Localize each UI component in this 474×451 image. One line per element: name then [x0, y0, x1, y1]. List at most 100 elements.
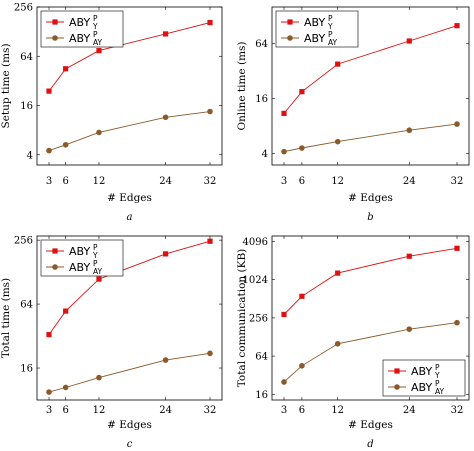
- x-tick-label: 24: [403, 405, 416, 416]
- x-tick-label: 3: [281, 405, 287, 416]
- data-point-circle: [406, 326, 413, 332]
- data-point-square: [162, 31, 169, 37]
- plot-frame: [36, 235, 223, 401]
- legend-label: ABY: [69, 32, 90, 45]
- data-point-circle: [62, 384, 69, 391]
- data-point-square: [207, 238, 213, 244]
- data-point-square: [63, 66, 69, 72]
- data-point-square: [207, 20, 213, 26]
- data-point-circle: [46, 147, 52, 154]
- x-tick-label: 12: [331, 405, 344, 416]
- x-axis-label: # Edges: [348, 419, 393, 431]
- chart-panel-a: 3 6 12 24 32 4 16 64 256 # Edges Setup time (ms) a A…: [0, 3, 223, 223]
- legend-label: ABY: [69, 245, 90, 258]
- y-tick-label: 64: [20, 300, 33, 311]
- legend-label-sup: P: [93, 14, 98, 23]
- legend-label: ABY: [69, 16, 90, 29]
- x-tick-label: 24: [159, 405, 172, 416]
- series-line-2: [283, 123, 458, 153]
- panel-label: c: [127, 439, 133, 450]
- data-point-circle: [281, 379, 287, 385]
- legend-label-sup: P: [93, 259, 98, 268]
- legend-label-sup: P: [435, 379, 440, 388]
- x-tick-label: 6: [62, 405, 68, 416]
- legend-marker-circle: [287, 35, 293, 41]
- legend-label-sub: AY: [435, 387, 445, 396]
- legend-label-sup: P: [93, 30, 98, 39]
- data-point-circle: [281, 148, 287, 155]
- legend-label: ABY: [411, 381, 432, 394]
- y-tick-label: 4: [262, 149, 268, 160]
- x-tick-label: 12: [331, 176, 344, 187]
- y-tick-label: 64: [20, 52, 33, 63]
- data-point-circle: [96, 374, 102, 381]
- y-axis-label: Total time (ms): [0, 278, 12, 358]
- legend-label: ABY: [69, 261, 90, 274]
- data-point-square: [281, 110, 287, 116]
- data-point-square: [335, 270, 341, 276]
- legend-marker-circle: [52, 264, 58, 270]
- data-point-circle: [454, 121, 460, 127]
- data-point-square: [299, 89, 305, 95]
- series-line-2: [48, 111, 211, 152]
- y-tick-label: 64: [255, 352, 268, 363]
- data-point-circle: [299, 145, 305, 151]
- data-point-circle: [46, 389, 52, 395]
- y-axis-label: Total communication (KB): [236, 249, 248, 388]
- data-point-circle: [299, 362, 305, 369]
- legend-label-sub: AY: [328, 38, 338, 47]
- legend-label-sub: AY: [93, 38, 103, 47]
- data-point-square: [406, 253, 412, 259]
- x-tick-label: 24: [403, 176, 416, 187]
- legend-box: [40, 10, 124, 48]
- data-point-circle: [162, 357, 169, 363]
- legend-label-sub: AY: [93, 267, 103, 276]
- legend-marker-square: [394, 368, 400, 374]
- x-tick-label: 3: [46, 176, 52, 187]
- legend-marker-circle: [394, 384, 400, 390]
- legend-label-sub: Y: [92, 251, 98, 260]
- plot-frame: [36, 6, 223, 166]
- y-tick-label: 16: [20, 101, 33, 112]
- data-point-square: [46, 332, 52, 338]
- data-point-circle: [96, 129, 102, 136]
- legend-label: ABY: [411, 365, 432, 378]
- legend-label-sup: P: [328, 30, 333, 39]
- data-point-circle: [207, 108, 213, 115]
- legend-marker-square: [52, 248, 58, 254]
- data-point-circle: [334, 138, 341, 145]
- chart-panel-b: 3 6 12 24 32 4 16 64 # Edges Online time (ms) b ABY…: [236, 6, 470, 223]
- series-line-1: [283, 247, 458, 315]
- legend-marker-square: [52, 19, 58, 25]
- x-axis-label: # Edges: [107, 192, 152, 204]
- plot-frame: [271, 6, 470, 166]
- x-tick-label: 3: [46, 405, 52, 416]
- chart-panel-d: 3 6 12 24 32 16 64 256 1024 4096 # Edges Total comm…: [236, 235, 470, 450]
- legend-label-sub: Y: [92, 22, 98, 31]
- y-tick-label: 256: [14, 3, 33, 14]
- chart-panel-c: 3 6 12 24 32 16 64 256 # Edges Total time (ms) c AB…: [0, 235, 223, 450]
- y-tick-label: 4: [27, 150, 33, 161]
- x-tick-label: 6: [299, 176, 305, 187]
- data-point-circle: [454, 319, 460, 326]
- y-tick-label: 16: [255, 390, 268, 401]
- legend-marker-square: [287, 19, 293, 25]
- data-point-square: [281, 311, 287, 318]
- data-point-square: [454, 245, 460, 251]
- legend-label-sup: P: [435, 363, 440, 372]
- data-point-square: [63, 308, 69, 314]
- series-line-2: [48, 352, 211, 393]
- y-tick-label: 64: [255, 39, 268, 50]
- x-axis-label: # Edges: [107, 419, 152, 431]
- panel-label: d: [367, 439, 373, 450]
- legend-label: ABY: [304, 16, 325, 29]
- x-axis-label: # Edges: [348, 192, 393, 204]
- y-tick-label: 256: [249, 313, 268, 324]
- x-tick-label: 12: [93, 405, 106, 416]
- y-tick-label: 256: [14, 236, 33, 247]
- x-tick-label: 32: [204, 176, 217, 187]
- x-tick-label: 6: [62, 176, 68, 187]
